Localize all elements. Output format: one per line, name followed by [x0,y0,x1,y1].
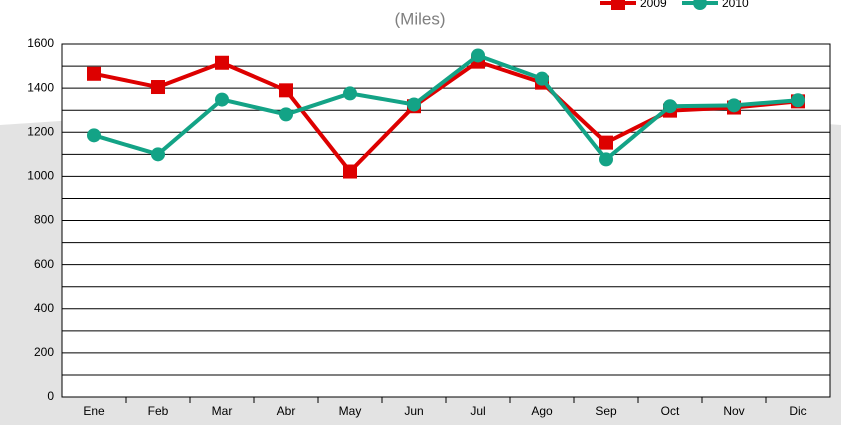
marker [279,83,293,98]
x-tick-label: Jun [404,404,423,418]
y-tick-label: 0 [47,389,54,403]
marker [279,107,293,122]
x-tick-label: Ago [531,404,553,418]
y-tick-label: 600 [34,257,54,271]
marker [471,48,485,63]
x-tick-label: Feb [148,404,169,418]
x-tick-label: Mar [212,404,233,418]
series-line [93,59,799,175]
legend-marker [693,0,707,10]
x-tick-label: Nov [723,404,744,418]
marker [151,80,165,95]
marker [87,128,101,143]
y-tick-label: 400 [34,301,54,315]
y-tick-label: 1000 [27,169,54,183]
marker [599,135,613,150]
x-tick-label: Jul [470,404,485,418]
x-tick-label: May [339,404,362,418]
marker [343,86,357,101]
marker [599,152,613,167]
marker [87,66,101,81]
y-tick-label: 1200 [27,124,54,138]
legend-label: 2009 [640,0,667,10]
marker [215,92,229,107]
marker [727,98,741,113]
marker [407,97,421,112]
legend-marker [611,0,625,10]
marker [663,99,677,114]
x-tick-label: Dic [789,404,806,418]
legend-label: 2010 [722,0,749,10]
x-tick-label: Oct [661,404,680,418]
x-tick-label: Sep [595,404,617,418]
marker [151,147,165,162]
marker [343,164,357,179]
marker [215,55,229,70]
marker [791,93,805,108]
y-tick-label: 1600 [27,36,54,50]
x-tick-label: Ene [83,404,105,418]
y-tick-label: 1400 [27,80,54,94]
series-line [93,53,799,163]
y-tick-label: 200 [34,345,54,359]
marker [535,71,549,86]
x-tick-label: Abr [277,404,296,418]
y-tick-label: 800 [34,213,54,227]
chart-title: (Miles) [395,9,446,28]
